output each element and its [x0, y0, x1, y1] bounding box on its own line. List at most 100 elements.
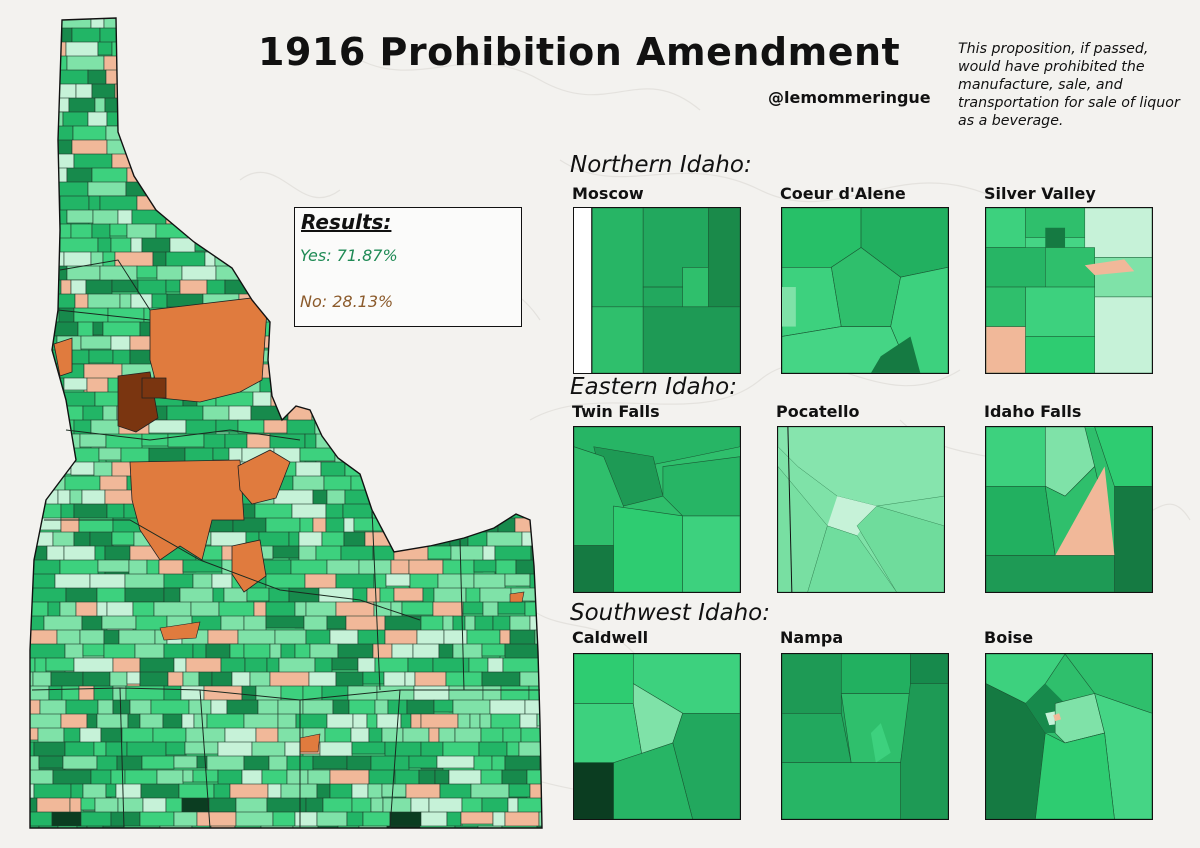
map-precinct — [386, 825, 421, 828]
map-precinct — [30, 475, 35, 506]
map-precinct — [221, 41, 235, 68]
map-precinct — [412, 447, 434, 465]
map-precinct — [79, 433, 107, 448]
map-precinct — [148, 419, 187, 434]
map-precinct — [464, 447, 494, 479]
map-precinct — [163, 685, 182, 702]
map-precinct — [165, 741, 186, 756]
map-precinct — [442, 433, 468, 459]
map-precinct — [554, 364, 560, 384]
map-precinct — [327, 181, 360, 208]
map-precinct — [163, 573, 194, 589]
map-precinct — [475, 97, 509, 126]
map-precinct — [307, 18, 336, 31]
results-no-percentage: No: 28.13% — [300, 292, 394, 311]
map-precinct — [212, 18, 227, 46]
map-precinct — [197, 195, 223, 225]
map-precinct — [261, 209, 284, 227]
map-precinct — [57, 825, 78, 828]
map-precinct — [206, 279, 226, 296]
map-precinct — [479, 335, 520, 353]
map-precinct — [432, 475, 473, 501]
map-precinct — [477, 377, 516, 406]
map-precinct — [461, 405, 499, 423]
map-precinct — [533, 433, 542, 455]
map-precinct — [132, 18, 153, 19]
idaho-choropleth-map — [0, 0, 560, 848]
map-precinct — [502, 153, 538, 180]
map-precinct — [410, 419, 429, 435]
map-precinct — [40, 195, 61, 219]
map-precinct — [549, 0, 560, 22]
map-precinct — [513, 167, 542, 185]
map-precinct — [411, 433, 444, 458]
map-precinct — [0, 532, 12, 551]
map-precinct — [25, 840, 35, 848]
map-precinct — [477, 825, 503, 828]
map-precinct — [473, 755, 493, 773]
map-precinct — [409, 349, 426, 374]
map-precinct — [538, 671, 542, 699]
map-precinct — [540, 251, 542, 265]
map-precinct — [160, 83, 191, 116]
map-precinct — [0, 196, 13, 222]
map-precinct — [30, 783, 35, 815]
map-precinct — [230, 97, 261, 127]
map-precinct — [206, 153, 247, 183]
map-precinct — [221, 223, 260, 243]
map-precinct — [381, 783, 407, 798]
map-precinct — [401, 139, 437, 164]
map-precinct — [427, 545, 452, 560]
map-precinct — [474, 111, 493, 136]
map-precinct — [267, 83, 297, 101]
map-precinct — [141, 55, 176, 83]
map-precinct — [63, 377, 88, 391]
map-precinct — [319, 840, 331, 848]
map-precinct — [89, 573, 126, 590]
map-precinct — [378, 419, 412, 447]
map-precinct — [464, 18, 484, 19]
map-precinct — [450, 419, 486, 451]
map-precinct — [402, 447, 414, 478]
map-precinct — [339, 433, 367, 458]
map-precinct — [509, 475, 532, 504]
map-precinct — [305, 601, 337, 618]
map-precinct — [311, 405, 338, 423]
map-precinct — [553, 182, 560, 203]
map-precinct — [549, 700, 560, 728]
map-precinct — [12, 700, 26, 728]
map-precinct — [70, 840, 82, 848]
map-precinct — [30, 741, 35, 763]
map-precinct — [390, 489, 421, 505]
map-precinct — [505, 433, 535, 459]
map-precinct — [513, 447, 537, 475]
map-precinct — [393, 587, 424, 602]
map-precinct — [30, 293, 35, 323]
map-precinct — [318, 391, 341, 416]
map-precinct — [400, 111, 441, 130]
map-precinct — [553, 560, 560, 575]
map-precinct — [196, 840, 208, 848]
map-precinct — [546, 728, 560, 752]
map-precinct — [536, 153, 542, 180]
map-no-region-valley — [159, 621, 201, 641]
map-precinct — [339, 335, 380, 365]
map-precinct — [310, 139, 333, 153]
map-precinct — [232, 125, 266, 158]
map-precinct — [58, 840, 70, 848]
map-precinct — [162, 167, 196, 181]
map-precinct — [352, 419, 380, 448]
inset-map-nampa — [781, 653, 949, 820]
map-precinct — [452, 97, 465, 114]
map-precinct — [543, 420, 560, 438]
map-precinct — [417, 391, 440, 409]
map-precinct — [232, 83, 269, 100]
map-precinct — [246, 587, 270, 602]
map-precinct — [353, 167, 390, 195]
map-precinct — [136, 265, 158, 279]
map-precinct — [232, 139, 260, 154]
map-precinct — [0, 840, 14, 848]
map-precinct — [474, 363, 487, 396]
map-precinct — [30, 83, 52, 116]
map-precinct — [518, 461, 537, 494]
